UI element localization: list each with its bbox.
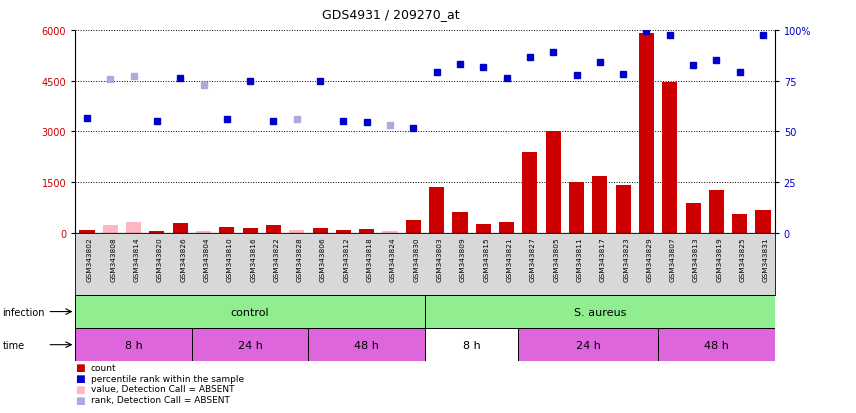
Text: GSM343828: GSM343828 bbox=[297, 236, 303, 281]
Text: GSM343806: GSM343806 bbox=[320, 236, 326, 281]
Bar bbox=[499, 223, 514, 233]
Text: 48 h: 48 h bbox=[354, 340, 379, 350]
Text: time: time bbox=[3, 340, 25, 350]
Text: GSM343817: GSM343817 bbox=[600, 236, 606, 281]
Bar bbox=[80, 230, 94, 233]
Bar bbox=[336, 231, 351, 233]
Text: GDS4931 / 209270_at: GDS4931 / 209270_at bbox=[322, 8, 460, 21]
Text: value, Detection Call = ABSENT: value, Detection Call = ABSENT bbox=[91, 385, 235, 394]
Text: GSM343825: GSM343825 bbox=[740, 236, 746, 281]
Text: GSM343802: GSM343802 bbox=[87, 236, 93, 281]
Bar bbox=[406, 220, 421, 233]
Text: GSM343823: GSM343823 bbox=[623, 236, 629, 281]
Bar bbox=[756, 210, 770, 233]
Text: 48 h: 48 h bbox=[704, 340, 728, 350]
Bar bbox=[732, 214, 747, 233]
Bar bbox=[425, 295, 775, 328]
Bar bbox=[289, 230, 305, 233]
Text: GSM343815: GSM343815 bbox=[484, 236, 490, 281]
Text: GSM343818: GSM343818 bbox=[366, 236, 372, 281]
Text: GSM343809: GSM343809 bbox=[460, 236, 466, 281]
Text: GSM343805: GSM343805 bbox=[553, 236, 559, 281]
Bar bbox=[149, 232, 164, 233]
Bar bbox=[173, 224, 187, 233]
Bar bbox=[312, 229, 328, 233]
Text: GSM343808: GSM343808 bbox=[110, 236, 116, 281]
Bar bbox=[308, 328, 425, 361]
Text: ■: ■ bbox=[75, 384, 85, 394]
Bar bbox=[452, 212, 467, 233]
Text: rank, Detection Call = ABSENT: rank, Detection Call = ABSENT bbox=[91, 395, 229, 404]
Bar bbox=[383, 231, 398, 233]
Text: GSM343829: GSM343829 bbox=[646, 236, 652, 281]
Bar bbox=[639, 34, 654, 233]
Bar bbox=[242, 228, 258, 233]
Bar bbox=[569, 182, 584, 233]
Text: GSM343813: GSM343813 bbox=[693, 236, 699, 281]
Text: GSM343803: GSM343803 bbox=[437, 236, 443, 281]
Text: 8 h: 8 h bbox=[125, 340, 142, 350]
Text: 24 h: 24 h bbox=[238, 340, 263, 350]
Text: GSM343830: GSM343830 bbox=[413, 236, 419, 281]
Bar bbox=[103, 226, 118, 233]
Bar bbox=[686, 204, 701, 233]
Text: percentile rank within the sample: percentile rank within the sample bbox=[91, 374, 244, 383]
Text: GSM343804: GSM343804 bbox=[204, 236, 210, 281]
Bar bbox=[266, 226, 281, 233]
Text: control: control bbox=[231, 307, 270, 317]
Bar bbox=[709, 190, 724, 233]
Bar bbox=[429, 188, 444, 233]
Bar bbox=[360, 230, 374, 233]
Bar bbox=[75, 295, 425, 328]
Bar bbox=[219, 228, 235, 233]
Bar bbox=[592, 177, 608, 233]
Bar bbox=[663, 83, 677, 233]
Text: GSM343814: GSM343814 bbox=[134, 236, 140, 281]
Text: ■: ■ bbox=[75, 395, 85, 405]
Bar bbox=[196, 232, 211, 233]
Text: ■: ■ bbox=[75, 363, 85, 373]
Text: GSM343807: GSM343807 bbox=[669, 236, 675, 281]
Bar bbox=[476, 224, 490, 233]
Text: ■: ■ bbox=[75, 373, 85, 383]
Text: GSM343816: GSM343816 bbox=[250, 236, 256, 281]
Bar bbox=[658, 328, 775, 361]
Bar bbox=[615, 185, 631, 233]
Text: GSM343824: GSM343824 bbox=[390, 236, 396, 281]
Bar bbox=[75, 328, 192, 361]
Text: GSM343811: GSM343811 bbox=[577, 236, 583, 281]
Bar bbox=[126, 223, 141, 233]
Text: S. aureus: S. aureus bbox=[574, 307, 626, 317]
Text: GSM343820: GSM343820 bbox=[157, 236, 163, 281]
Text: GSM343831: GSM343831 bbox=[763, 236, 769, 281]
Text: GSM343821: GSM343821 bbox=[507, 236, 513, 281]
Text: GSM343812: GSM343812 bbox=[343, 236, 349, 281]
Text: GSM343810: GSM343810 bbox=[227, 236, 233, 281]
Text: count: count bbox=[91, 363, 116, 372]
Text: GSM343822: GSM343822 bbox=[273, 236, 279, 281]
Bar bbox=[522, 152, 538, 233]
Text: GSM343827: GSM343827 bbox=[530, 236, 536, 281]
Text: 24 h: 24 h bbox=[576, 340, 601, 350]
Bar bbox=[425, 328, 518, 361]
Bar bbox=[545, 132, 561, 233]
Text: 8 h: 8 h bbox=[463, 340, 480, 350]
Bar bbox=[192, 328, 308, 361]
Text: infection: infection bbox=[3, 307, 45, 317]
Text: GSM343826: GSM343826 bbox=[181, 236, 187, 281]
Text: GSM343819: GSM343819 bbox=[716, 236, 722, 281]
Bar bbox=[518, 328, 658, 361]
